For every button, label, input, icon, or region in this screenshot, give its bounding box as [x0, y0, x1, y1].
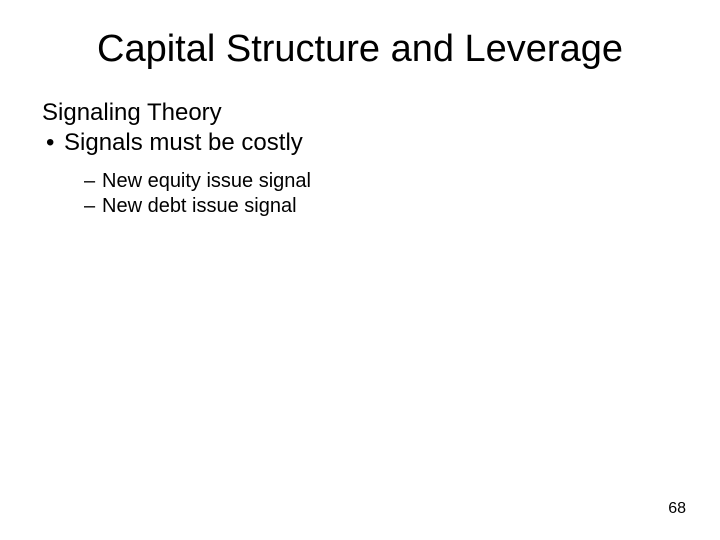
slide-container: Capital Structure and Leverage Signaling… [0, 0, 720, 540]
page-number: 68 [668, 500, 686, 518]
bullet-level-1: Signals must be costly [42, 129, 680, 157]
slide-body: Signaling Theory Signals must be costly … [40, 99, 680, 219]
section-subtitle: Signaling Theory [42, 99, 680, 127]
slide-title: Capital Structure and Leverage [40, 28, 680, 71]
bullet-level-2: New debt issue signal [42, 194, 680, 219]
bullet-level-2: New equity issue signal [42, 169, 680, 194]
